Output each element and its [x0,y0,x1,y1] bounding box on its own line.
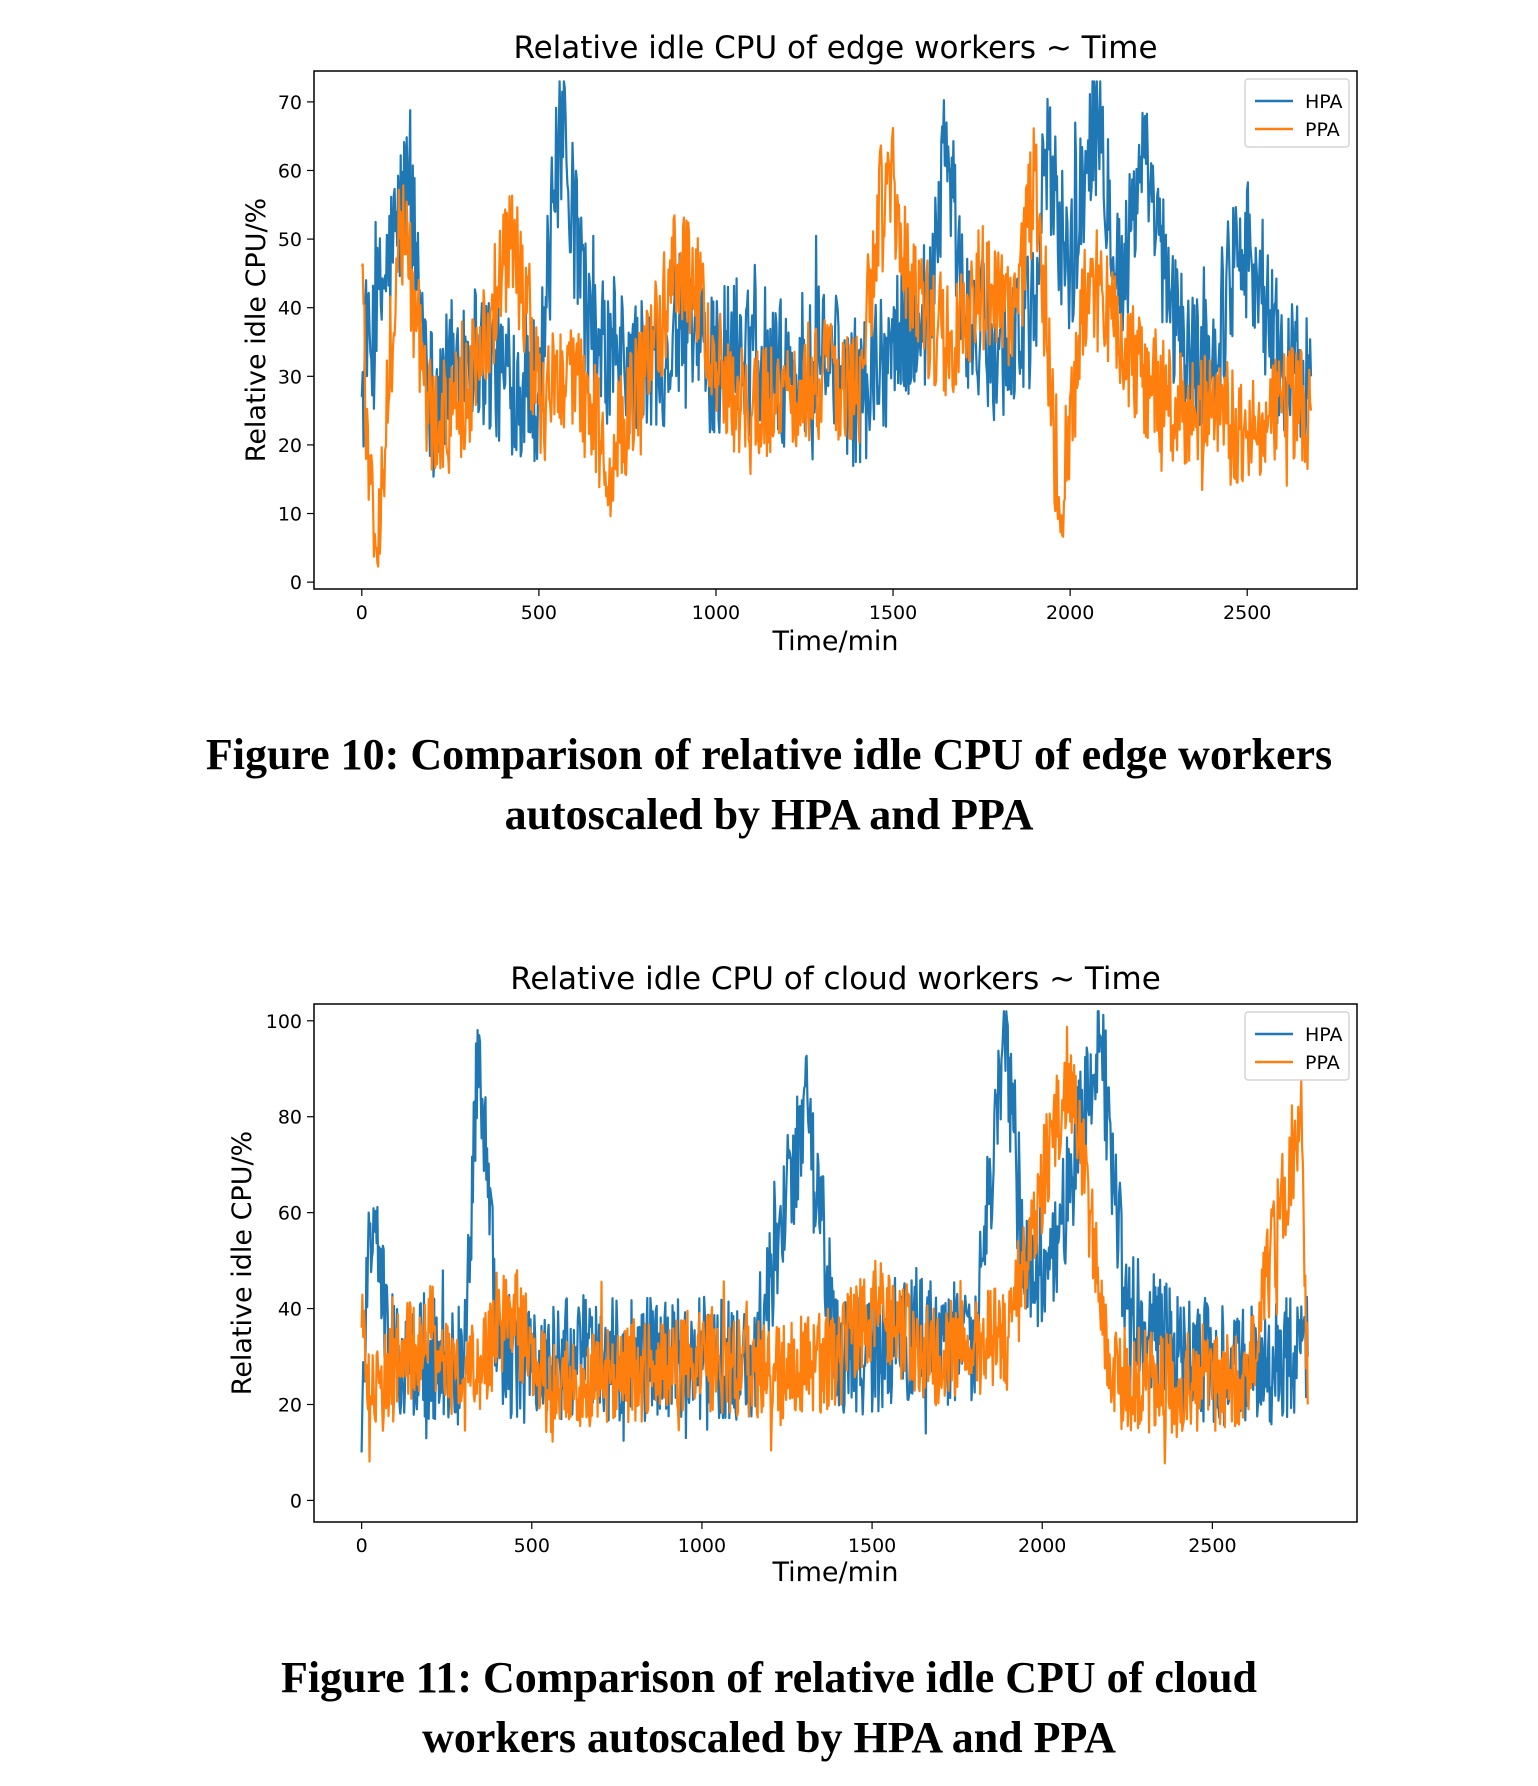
x-tick-label: 2000 [1018,1535,1066,1557]
figure-10-caption: Figure 10: Comparison of relative idle C… [0,725,1538,845]
y-tick-label: 40 [278,1299,302,1321]
series-line-hpa [360,80,1313,478]
y-tick-label: 100 [266,1011,302,1033]
y-tick-label: 0 [290,1490,302,1512]
x-axis-label: Time/min [771,1557,898,1588]
y-tick-label: 10 [278,504,302,526]
x-tick-label: 1000 [678,1535,726,1557]
legend-label-hpa: HPA [1305,91,1343,113]
x-axis-label: Time/min [771,626,898,657]
x-tick-label: 0 [356,602,368,624]
y-tick-label: 80 [278,1107,302,1129]
y-tick-label: 0 [290,572,302,594]
edge-workers-chart: Relative idle CPU of edge workers ~ Time… [241,30,1358,657]
y-tick-label: 40 [278,298,302,320]
figure-11-caption: Figure 11: Comparison of relative idle C… [0,1648,1538,1768]
x-tick-label: 2500 [1223,602,1271,624]
legend-label-ppa: PPA [1305,119,1340,141]
y-tick-label: 20 [278,1394,302,1416]
x-tick-label: 2500 [1188,1535,1236,1557]
y-tick-label: 60 [278,1203,302,1225]
x-tick-label: 1500 [848,1535,896,1557]
y-tick-label: 70 [278,92,302,114]
series-line-ppa [360,126,1313,568]
series-line-ppa [360,1025,1309,1465]
caption-line-2: autoscaled by HPA and PPA [504,790,1034,839]
x-tick-label: 1000 [692,602,740,624]
legend-label-ppa: PPA [1305,1052,1340,1074]
y-tick-label: 30 [278,366,302,388]
y-axis-label: Relative idle CPU/% [241,198,272,462]
cloud-workers-chart: Relative idle CPU of cloud workers ~ Tim… [227,961,1358,1588]
x-tick-label: 2000 [1046,602,1094,624]
legend: HPA PPA [1244,78,1350,148]
x-tick-label: 1500 [869,602,917,624]
x-tick-label: 500 [521,602,557,624]
x-tick-label: 0 [356,1535,368,1557]
y-axis-label: Relative idle CPU/% [227,1131,258,1395]
y-tick-label: 60 [278,160,302,182]
y-tick-label: 20 [278,435,302,457]
caption-line-1: Figure 10: Comparison of relative idle C… [205,730,1333,779]
caption-line-2: workers autoscaled by HPA and PPA [422,1713,1116,1762]
plot-frame [313,70,1358,590]
legend: HPA PPA [1244,1011,1350,1081]
y-tick-label: 50 [278,229,302,251]
caption-line-1: Figure 11: Comparison of relative idle C… [280,1653,1258,1702]
x-tick-label: 500 [514,1535,550,1557]
chart-title: Relative idle CPU of edge workers ~ Time [513,30,1157,66]
chart-title: Relative idle CPU of cloud workers ~ Tim… [510,961,1161,997]
plot-frame [313,1003,1358,1523]
legend-label-hpa: HPA [1305,1024,1343,1046]
